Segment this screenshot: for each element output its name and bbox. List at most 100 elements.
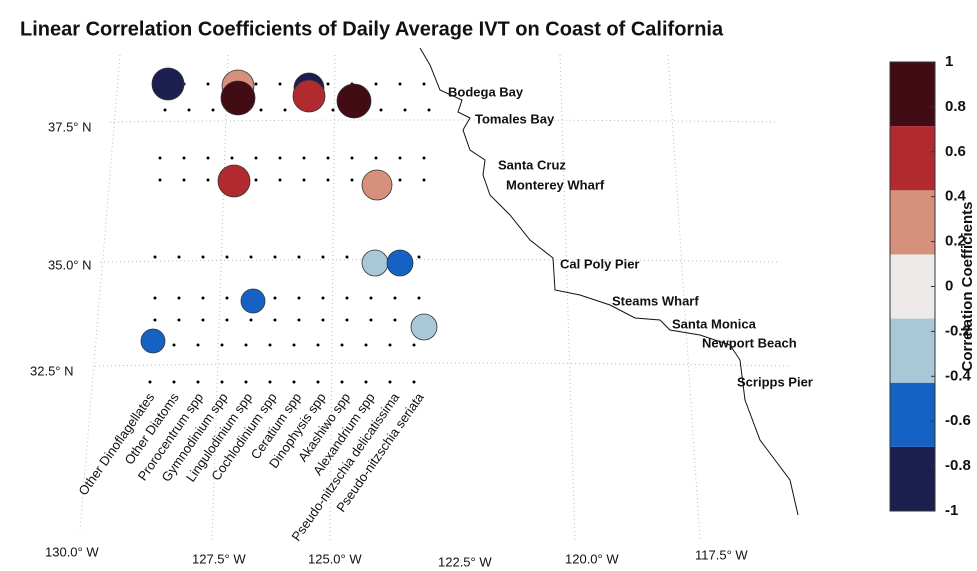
grid-dot bbox=[196, 380, 200, 384]
grid-dot bbox=[340, 343, 344, 347]
grid-dot bbox=[249, 255, 253, 259]
colorbar-bin bbox=[890, 190, 935, 255]
colorbar-tick-label: 0.4 bbox=[945, 188, 967, 205]
grid-dot bbox=[364, 343, 368, 347]
grid-dot bbox=[393, 318, 397, 322]
lat-label: 32.5° N bbox=[30, 363, 74, 378]
colorbar-bin bbox=[890, 62, 935, 127]
grid-dot bbox=[273, 255, 277, 259]
grid-dot bbox=[326, 178, 330, 182]
station-label: Newport Beach bbox=[702, 335, 797, 350]
grid-dot bbox=[201, 255, 205, 259]
colorbar-bin bbox=[890, 254, 935, 319]
colorbar-tick-label: -0.6 bbox=[945, 412, 971, 429]
grid-dot bbox=[206, 156, 210, 160]
grid-dot bbox=[249, 318, 253, 322]
grid-dot bbox=[244, 343, 248, 347]
grid-dot bbox=[148, 380, 152, 384]
grid-dot bbox=[254, 156, 258, 160]
grid-dot bbox=[393, 296, 397, 300]
grid-dot bbox=[220, 343, 224, 347]
grid-dot bbox=[172, 343, 176, 347]
grid-dot bbox=[259, 108, 263, 112]
grid-dot bbox=[427, 108, 431, 112]
grid-dot bbox=[297, 255, 301, 259]
graticule bbox=[79, 54, 791, 541]
grid-dot bbox=[201, 296, 205, 300]
grid-dot bbox=[369, 318, 373, 322]
grid-dot bbox=[345, 255, 349, 259]
grid-dot bbox=[422, 82, 426, 86]
grid-dot bbox=[163, 108, 167, 112]
colorbar-tick-label: 0 bbox=[945, 277, 953, 294]
grid-dot bbox=[297, 318, 301, 322]
grid-dot bbox=[398, 82, 402, 86]
lon-label: 122.5° W bbox=[438, 554, 492, 569]
lat-label: 37.5° N bbox=[48, 119, 92, 134]
grid-dot bbox=[388, 380, 392, 384]
grid-dot bbox=[225, 296, 229, 300]
coastline bbox=[419, 47, 799, 516]
colorbar-bin bbox=[890, 382, 935, 447]
colorbar-tick-label: -0.2 bbox=[945, 322, 971, 339]
grid-dot bbox=[225, 318, 229, 322]
grid-dot bbox=[225, 255, 229, 259]
grid-dot bbox=[177, 318, 181, 322]
correlation-circle bbox=[292, 79, 326, 113]
lon-label: 130.0° W bbox=[45, 544, 99, 559]
correlation-circle bbox=[220, 80, 256, 116]
grid-dot bbox=[268, 380, 272, 384]
grid-dot bbox=[345, 318, 349, 322]
grid-dot bbox=[244, 380, 248, 384]
colorbar-tick-label: -0.8 bbox=[945, 457, 971, 474]
grid-dot bbox=[412, 380, 416, 384]
correlation-circle bbox=[217, 164, 251, 198]
grid-dot bbox=[326, 156, 330, 160]
lon-label: 125.0° W bbox=[308, 551, 362, 566]
station-label: Bodega Bay bbox=[448, 84, 524, 99]
grid-dot bbox=[292, 380, 296, 384]
grid-dot bbox=[220, 380, 224, 384]
grid-dot bbox=[230, 156, 234, 160]
grid-dot bbox=[422, 156, 426, 160]
colorbar-tick-label: 1 bbox=[945, 53, 953, 70]
grid-dot bbox=[345, 296, 349, 300]
grid-dot bbox=[369, 296, 373, 300]
correlation-circle bbox=[140, 328, 166, 354]
grid-dot bbox=[153, 296, 157, 300]
grid-dot bbox=[374, 82, 378, 86]
grid-dot bbox=[268, 343, 272, 347]
grid-dots bbox=[148, 82, 431, 384]
grid-dot bbox=[326, 82, 330, 86]
graticule-line bbox=[329, 54, 336, 541]
colorbar-bin bbox=[890, 318, 935, 383]
grid-dot bbox=[422, 178, 426, 182]
lon-label: 117.5° W bbox=[695, 547, 748, 562]
grid-dot bbox=[388, 343, 392, 347]
grid-dot bbox=[278, 178, 282, 182]
grid-dot bbox=[379, 108, 383, 112]
grid-dot bbox=[201, 318, 205, 322]
lon-label: 127.5° W bbox=[192, 551, 246, 566]
correlation-circle bbox=[386, 249, 414, 277]
grid-dot bbox=[340, 380, 344, 384]
grid-dot bbox=[331, 108, 335, 112]
grid-dot bbox=[177, 296, 181, 300]
grid-dot bbox=[321, 318, 325, 322]
grid-dot bbox=[177, 255, 181, 259]
colorbar-tick-label: -1 bbox=[945, 502, 958, 519]
grid-dot bbox=[153, 318, 157, 322]
grid-dot bbox=[206, 178, 210, 182]
grid-dot bbox=[350, 178, 354, 182]
grid-dot bbox=[254, 178, 258, 182]
title: Linear Correlation Coefficients of Daily… bbox=[20, 18, 724, 40]
grid-dot bbox=[211, 108, 215, 112]
grid-dot bbox=[153, 255, 157, 259]
station-label: Scripps Pier bbox=[737, 374, 813, 389]
station-label: Cal Poly Pier bbox=[560, 256, 639, 271]
colorbar-tick-label: -0.4 bbox=[945, 367, 972, 384]
correlation-circle bbox=[151, 67, 185, 101]
grid-dot bbox=[417, 296, 421, 300]
station-label: Santa Monica bbox=[672, 316, 757, 331]
